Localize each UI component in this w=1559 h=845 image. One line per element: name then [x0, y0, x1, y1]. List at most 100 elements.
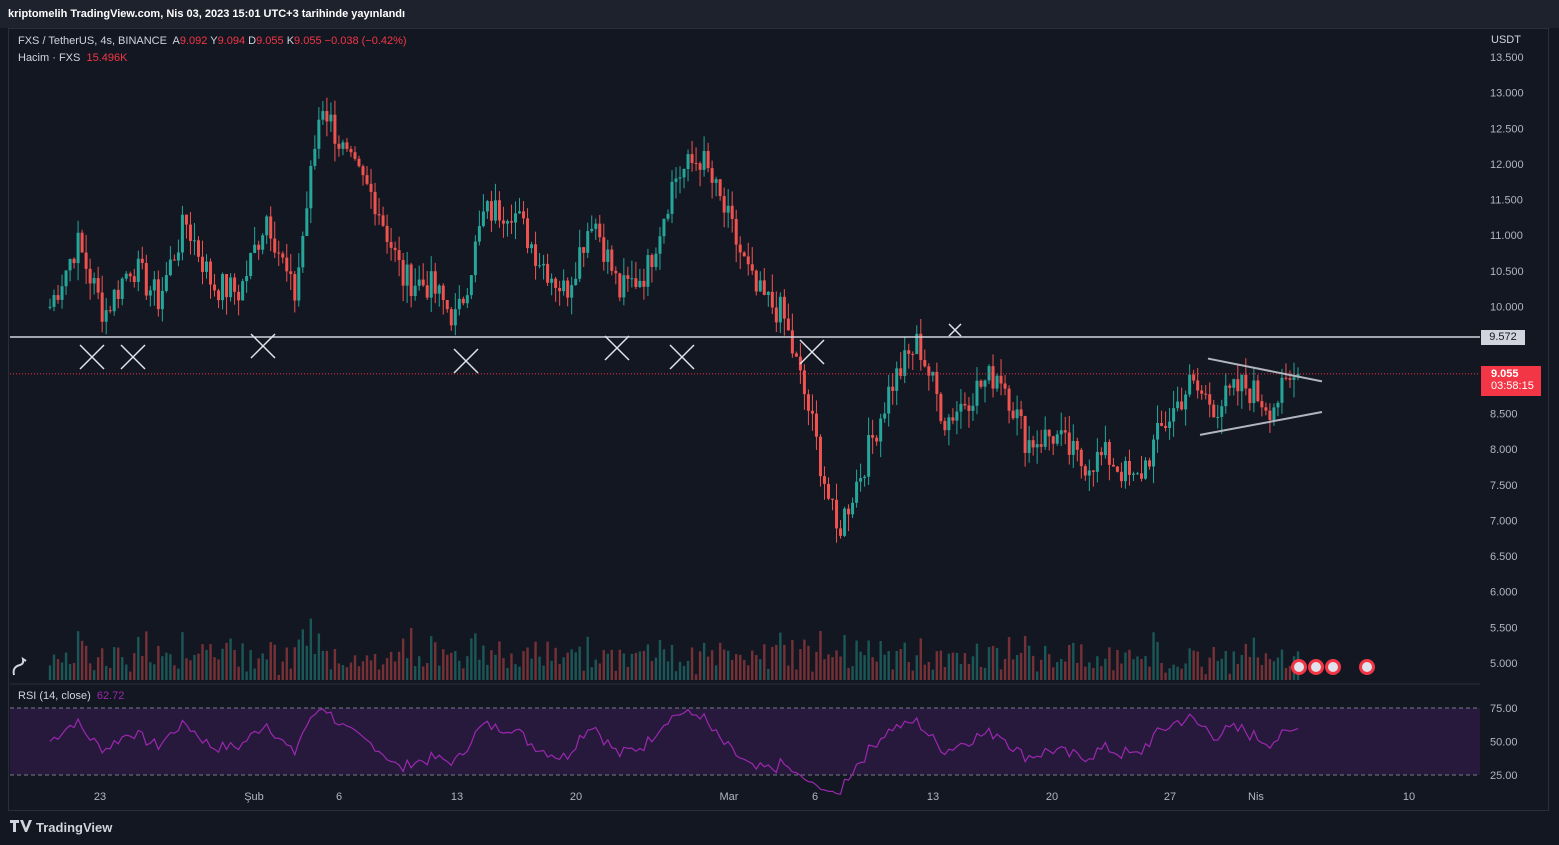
volume-bar	[859, 651, 862, 680]
volume-bar	[56, 659, 60, 680]
chart-frame[interactable]	[8, 28, 1549, 811]
last-price: 9.055	[1491, 368, 1519, 380]
volume-bar	[995, 647, 999, 680]
candle-body	[835, 499, 839, 529]
volume-bar	[1212, 646, 1215, 680]
candle-body	[481, 211, 485, 227]
candle-body	[337, 143, 341, 149]
candle-body	[317, 119, 321, 149]
candle-body	[1208, 394, 1212, 405]
candle-body	[1216, 416, 1220, 418]
volume-bar	[1039, 659, 1043, 680]
volume-bar	[177, 668, 180, 680]
volume-bar	[947, 653, 951, 680]
volume-bar	[1104, 658, 1107, 680]
volume-bar	[1204, 674, 1207, 680]
volume-bar	[506, 667, 509, 680]
volume-bar	[1248, 656, 1252, 680]
economic-event-icon-inner	[1328, 662, 1338, 672]
candle-body	[682, 169, 686, 178]
volume-bar	[1208, 657, 1211, 680]
tradingview-logo[interactable]: TradingView	[10, 820, 112, 835]
volume-bar	[534, 641, 537, 680]
volume-bar	[879, 640, 882, 680]
candle-body	[1015, 409, 1019, 419]
volume-bar	[325, 650, 329, 680]
volume-bar	[1084, 666, 1087, 680]
volume-bar	[1035, 671, 1039, 680]
volume-bar	[141, 656, 144, 680]
volume-bar	[245, 671, 248, 680]
candle-body	[497, 200, 501, 221]
volume-bar	[1056, 662, 1059, 680]
candle-body	[1284, 377, 1288, 379]
candle-body	[738, 244, 742, 253]
candle-body	[205, 261, 209, 272]
volume-bar	[309, 618, 313, 680]
candle-body	[48, 306, 52, 308]
volume-bar	[1176, 666, 1179, 680]
volume-bar	[779, 632, 782, 680]
volume-bar	[121, 657, 124, 680]
volume-bar	[1288, 665, 1292, 680]
volume-bar	[1240, 654, 1244, 680]
candle-body	[136, 258, 140, 282]
candle-body	[1292, 377, 1296, 380]
candle-body	[518, 211, 522, 214]
volume-bar	[875, 661, 878, 680]
candle-body	[1063, 430, 1067, 433]
candle-body	[1212, 404, 1216, 418]
volume-bar	[755, 655, 758, 680]
candle-body	[429, 271, 433, 298]
candle-body	[489, 201, 493, 221]
candle-body	[513, 213, 517, 223]
volume-bar	[907, 661, 910, 680]
volume-bar	[566, 652, 569, 680]
volume-bar	[249, 650, 252, 680]
candle-body	[734, 218, 738, 245]
volume-bar	[839, 656, 842, 680]
volume-bar	[84, 645, 88, 680]
candle-body	[309, 165, 313, 209]
volume-bar	[718, 642, 722, 680]
volume-bar	[594, 659, 597, 680]
volume-bar	[80, 640, 84, 680]
volume-bar	[401, 638, 405, 680]
candle-body	[393, 247, 397, 251]
candle-body	[1204, 393, 1208, 395]
candle-body	[1123, 461, 1127, 482]
volume-bar	[923, 664, 927, 680]
candle-body	[935, 371, 939, 394]
candle-body	[1119, 471, 1123, 482]
candle-body	[172, 259, 176, 261]
volume-bar	[1136, 656, 1139, 680]
volume-bar	[129, 671, 132, 680]
candle-body	[469, 275, 473, 296]
volume-bar	[983, 667, 987, 680]
candle-body	[124, 273, 128, 279]
candle-body	[160, 290, 164, 310]
volume-bar	[967, 664, 971, 680]
replay-icon[interactable]	[10, 655, 28, 677]
candle-body	[746, 256, 750, 265]
volume-bar	[1027, 645, 1031, 680]
candle-body	[1051, 436, 1055, 444]
volume-bar	[590, 667, 593, 680]
time-tick-label: 10	[1403, 791, 1415, 803]
candle-body	[919, 333, 923, 361]
candle-body	[875, 437, 879, 442]
candle-body	[221, 274, 225, 301]
candle-body	[947, 417, 951, 431]
volume-bar	[1184, 663, 1187, 680]
candle-body	[1220, 406, 1224, 417]
volume-bar	[542, 665, 545, 680]
volume-bar	[1048, 654, 1051, 680]
candle-body	[1200, 390, 1204, 394]
candle-body	[1232, 379, 1236, 388]
candle-body	[826, 483, 830, 499]
volume-bar	[815, 651, 818, 680]
candle-body	[634, 278, 638, 287]
volume-bar	[161, 656, 164, 680]
close-label: K	[286, 35, 295, 47]
